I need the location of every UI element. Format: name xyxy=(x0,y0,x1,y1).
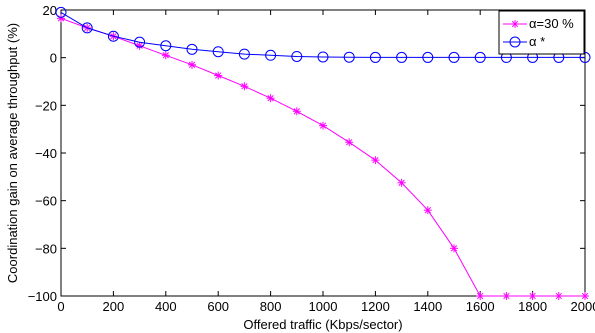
y-tick-label: 20 xyxy=(43,3,57,18)
x-tick-label: 200 xyxy=(103,299,125,314)
y-tick-label: −100 xyxy=(28,289,57,304)
series-1-point xyxy=(476,292,485,300)
series-2-point xyxy=(160,40,172,52)
x-tick-label: 1800 xyxy=(518,299,547,314)
series-1-point xyxy=(188,60,196,69)
legend-marker-series-2 xyxy=(509,36,521,48)
series-1-point xyxy=(345,138,354,147)
y-tick-label: −20 xyxy=(35,98,57,113)
series-2-point xyxy=(186,43,198,55)
series-1-point xyxy=(423,206,432,215)
series-2-point xyxy=(474,51,486,63)
legend-marker-2-glyph xyxy=(509,36,521,48)
y-tick-label: 0 xyxy=(50,51,57,66)
series-2-point xyxy=(579,51,591,63)
series-1-point xyxy=(581,292,589,300)
series-1-point xyxy=(528,292,537,300)
series-2-point xyxy=(369,51,381,63)
axis-ticks: 0200400600800100012001400160018002000200… xyxy=(28,3,595,314)
y-tick-label: −80 xyxy=(35,241,57,256)
series-2-point xyxy=(107,30,119,42)
series-1-point xyxy=(240,82,249,91)
series-2-point xyxy=(448,51,460,63)
series-1-point xyxy=(319,121,327,130)
series-1-point xyxy=(292,107,301,116)
x-tick-label: 600 xyxy=(207,299,229,314)
series-2-point xyxy=(291,50,303,62)
x-tick-label: 800 xyxy=(260,299,282,314)
series-2-point xyxy=(212,46,224,58)
series-1-point xyxy=(397,178,406,187)
series-1-point xyxy=(135,41,144,50)
y-tick-label: −40 xyxy=(35,146,57,161)
series-2-line xyxy=(60,11,585,58)
series-1-point xyxy=(371,156,380,165)
series-1-point xyxy=(214,71,223,80)
legend-marker-1-glyph xyxy=(511,20,519,28)
legend: α=30 % α * xyxy=(498,10,585,55)
series-layer xyxy=(55,6,591,300)
x-axis-label: Offered traffic (Kbps/sector) xyxy=(243,317,402,332)
x-tick-label: 1000 xyxy=(309,299,338,314)
series-2-point xyxy=(396,51,408,63)
legend-label-series-1: α=30 % xyxy=(529,16,574,31)
x-tick-label: 1400 xyxy=(413,299,442,314)
x-tick-label: 400 xyxy=(155,299,177,314)
series-2-point xyxy=(81,22,93,34)
series-2-point xyxy=(134,36,146,48)
series-2-point xyxy=(317,51,329,63)
series-1-point xyxy=(266,94,275,103)
x-tick-label: 2000 xyxy=(571,299,595,314)
x-tick-label: 1200 xyxy=(361,299,390,314)
series-1-point xyxy=(161,51,170,60)
x-tick-label: 0 xyxy=(57,299,64,314)
y-tick-label: −60 xyxy=(35,194,57,209)
series-2-point xyxy=(238,48,250,60)
series-2 xyxy=(55,6,591,63)
series-2-point xyxy=(55,6,67,18)
series-1-point xyxy=(502,292,511,300)
series-1-point xyxy=(57,14,65,23)
series-1-point xyxy=(554,292,563,300)
series-2-point xyxy=(343,51,355,63)
series-1 xyxy=(57,14,589,300)
series-1-point xyxy=(450,244,458,253)
series-2-point xyxy=(422,51,434,63)
legend-label-series-2: α * xyxy=(529,34,545,49)
series-2-point xyxy=(265,49,277,61)
x-tick-label: 1600 xyxy=(466,299,495,314)
y-axis-label: Coordination gain on average throughput … xyxy=(5,23,20,283)
legend-marker-series-1 xyxy=(511,20,519,28)
